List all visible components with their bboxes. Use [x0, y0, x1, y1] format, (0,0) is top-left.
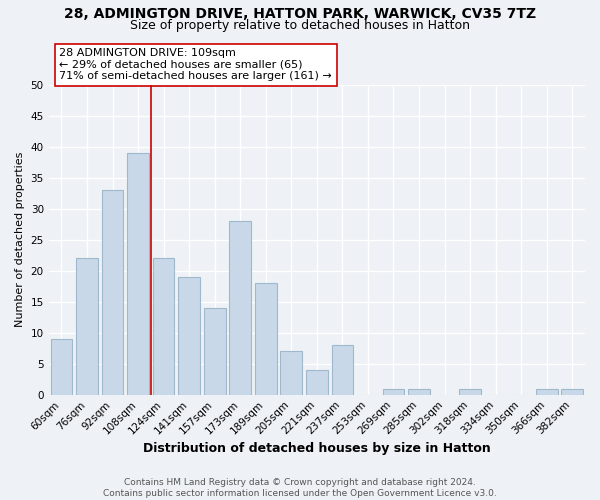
Bar	[536, 388, 557, 394]
Bar	[383, 388, 404, 394]
Bar	[101, 190, 124, 394]
X-axis label: Distribution of detached houses by size in Hatton: Distribution of detached houses by size …	[143, 442, 491, 455]
Bar	[306, 370, 328, 394]
Bar	[204, 308, 226, 394]
Bar	[280, 352, 302, 395]
Bar	[332, 345, 353, 395]
Text: Contains HM Land Registry data © Crown copyright and database right 2024.
Contai: Contains HM Land Registry data © Crown c…	[103, 478, 497, 498]
Bar	[50, 339, 72, 394]
Bar	[408, 388, 430, 394]
Bar	[255, 283, 277, 395]
Bar	[459, 388, 481, 394]
Text: 28 ADMINGTON DRIVE: 109sqm
← 29% of detached houses are smaller (65)
71% of semi: 28 ADMINGTON DRIVE: 109sqm ← 29% of deta…	[59, 48, 332, 82]
Bar	[229, 221, 251, 394]
Text: 28, ADMINGTON DRIVE, HATTON PARK, WARWICK, CV35 7TZ: 28, ADMINGTON DRIVE, HATTON PARK, WARWIC…	[64, 8, 536, 22]
Bar	[76, 258, 98, 394]
Text: Size of property relative to detached houses in Hatton: Size of property relative to detached ho…	[130, 19, 470, 32]
Y-axis label: Number of detached properties: Number of detached properties	[15, 152, 25, 328]
Bar	[562, 388, 583, 394]
Bar	[127, 153, 149, 394]
Bar	[153, 258, 175, 394]
Bar	[178, 277, 200, 394]
